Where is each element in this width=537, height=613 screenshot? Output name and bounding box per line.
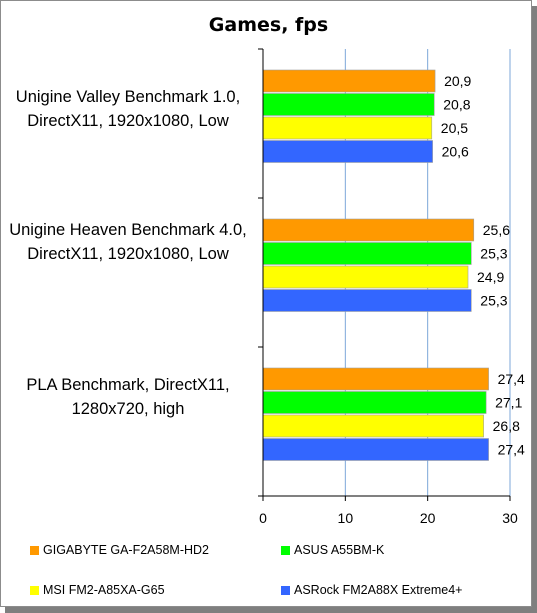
bar [262,438,489,461]
legend-label: GIGABYTE GA-F2A58M-HD2 [43,543,210,557]
legend-swatch [281,585,290,595]
x-tick-label: 20 [420,510,436,526]
x-tick-label: 10 [338,510,354,526]
data-label: 24,9 [477,269,504,285]
legend-swatch [30,585,39,595]
bar [262,140,433,163]
category-label: Unigine Heaven Benchmark 4.0, DirectX11,… [9,221,247,263]
data-label: 20,5 [441,120,468,136]
bar [262,116,433,140]
legend-label: ASRock FM2A88X Extreme4+ [294,583,463,597]
bar [262,265,469,289]
bar [262,69,436,93]
bar [262,289,472,312]
data-label: 20,6 [442,144,469,160]
legend-item: GIGABYTE GA-F2A58M-HD2 [30,543,209,557]
data-label: 20,8 [443,97,470,113]
data-label: 25,3 [480,246,507,262]
x-tick-label: 0 [259,510,267,526]
legend-swatch [30,545,39,555]
bar [262,391,487,414]
legend-swatch [281,545,290,555]
legend-label: ASUS A55BM-K [294,543,385,557]
bar [262,367,489,391]
x-tick-label: 30 [502,510,518,526]
category-label: PLA Benchmark, DirectX11, 1280x720, high [26,376,230,418]
chart-title: Games, fps [208,14,329,36]
data-label: 25,6 [483,222,510,238]
legend-label: MSI FM2-A85XA-G65 [43,583,165,597]
bar [262,93,435,116]
bar [262,242,472,265]
data-label: 27,4 [498,371,525,387]
data-label: 20,9 [444,73,471,89]
category-label: Unigine Valley Benchmark 1.0, DirectX11,… [15,88,241,130]
legend-item: ASUS A55BM-K [281,543,384,557]
data-label: 27,4 [498,442,525,458]
data-label: 26,8 [493,418,520,434]
data-label: 27,1 [495,395,522,411]
legend-item: ASRock FM2A88X Extreme4+ [281,583,462,597]
bar [262,218,475,242]
legend-item: MSI FM2-A85XA-G65 [30,583,165,597]
bar [262,414,484,438]
data-label: 25,3 [480,293,507,309]
